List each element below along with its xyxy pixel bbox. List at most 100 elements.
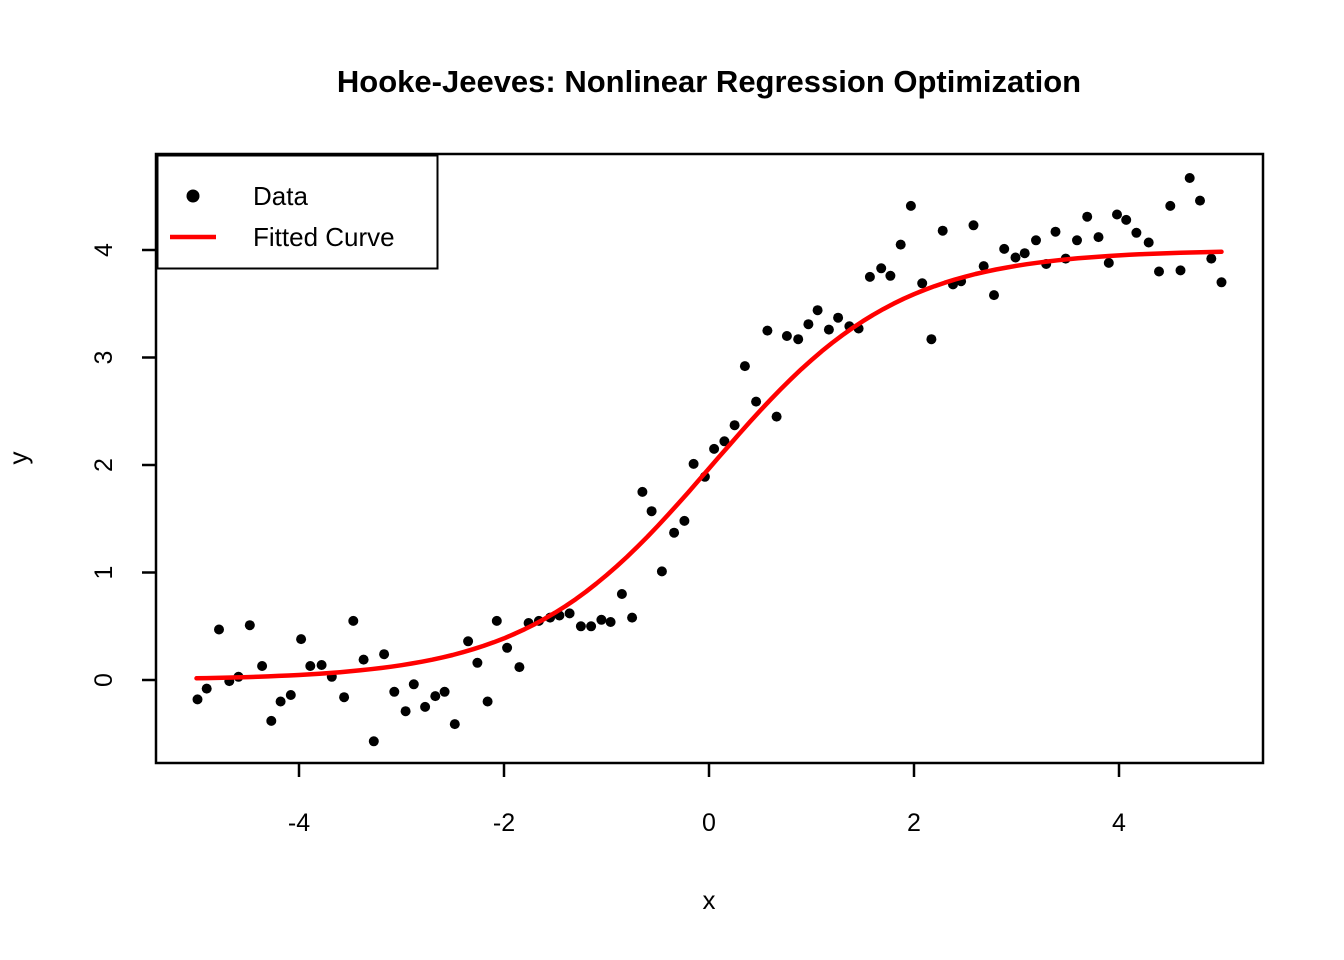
x-tick-label: 0 [702, 809, 716, 837]
data-point [709, 443, 720, 454]
data-point [1031, 235, 1041, 246]
data-point [316, 660, 327, 670]
data-point [937, 225, 948, 236]
y-tick-label: 2 [90, 458, 118, 472]
data-point [482, 696, 493, 707]
data-point [192, 694, 203, 705]
data-point [389, 686, 400, 697]
data-point [739, 361, 750, 372]
data-point [1121, 214, 1132, 225]
legend-point-marker [186, 189, 200, 203]
y-tick-label: 3 [90, 351, 118, 365]
data-point [926, 334, 937, 345]
data-point [793, 334, 804, 345]
y-tick-label: 1 [90, 566, 118, 580]
data-point [864, 271, 875, 282]
data-point [339, 692, 350, 703]
data-point [1010, 252, 1021, 263]
data-point [1103, 257, 1114, 268]
data-point [400, 706, 411, 717]
data-point [368, 736, 379, 747]
data-point [989, 290, 999, 301]
legend-label-data: Data [253, 181, 308, 211]
data-point [605, 617, 616, 627]
legend-label-fitted-curve: Fitted Curve [253, 222, 395, 252]
data-point [1175, 265, 1186, 276]
data-point [999, 243, 1010, 254]
data-point [514, 662, 525, 673]
data-point [463, 636, 474, 647]
data-point [1206, 253, 1217, 264]
y-tick-label: 0 [90, 673, 118, 687]
legend-box [156, 154, 439, 270]
data-point [688, 458, 699, 469]
x-tick-label: -4 [288, 809, 310, 837]
y-tick-label: 4 [90, 243, 118, 257]
fitted-curve-group [194, 249, 1224, 681]
data-point [729, 420, 740, 431]
data-point [771, 411, 782, 422]
data-point [1082, 211, 1093, 222]
data-point [1195, 195, 1205, 206]
data-point [379, 649, 390, 660]
data-point [917, 278, 928, 289]
data-point [1019, 248, 1030, 259]
x-tick-label: 4 [1112, 809, 1126, 837]
data-point [266, 715, 277, 726]
data-point [616, 589, 627, 599]
data-point [812, 305, 823, 316]
data-point [656, 566, 667, 577]
data-point [905, 200, 916, 211]
data-point [439, 686, 450, 697]
data-point [408, 679, 419, 690]
data-point [669, 527, 680, 538]
x-tick-label: -2 [493, 809, 515, 837]
x-tick-label: 2 [907, 809, 921, 837]
data-point [646, 506, 657, 517]
data-point [449, 719, 460, 730]
chart-title: Hooke-Jeeves: Nonlinear Regression Optim… [337, 64, 1081, 99]
data-point [1143, 237, 1154, 248]
data-point [637, 486, 648, 497]
data-point [575, 621, 586, 632]
data-point [1184, 173, 1195, 183]
data-point [305, 661, 316, 671]
data-point [679, 515, 690, 526]
data-point [285, 690, 296, 700]
data-point [895, 239, 906, 250]
data-point [596, 614, 607, 625]
data-point [257, 661, 268, 671]
x-axis-label: x [703, 885, 716, 915]
data-point [1050, 226, 1061, 237]
data-point [1216, 277, 1227, 288]
data-point [214, 624, 224, 635]
data-point [275, 696, 286, 707]
data-point [1112, 209, 1122, 220]
data-point [1165, 200, 1176, 211]
data-point [751, 396, 762, 407]
data-point [358, 654, 369, 665]
data-point [978, 261, 989, 272]
data-point [586, 621, 597, 632]
data-point [803, 319, 814, 330]
data-point [968, 220, 979, 231]
y-axis-ticks: 0 1 2 3 4 [90, 243, 156, 687]
data-point [201, 683, 212, 694]
data-point [1131, 227, 1142, 238]
data-point [472, 657, 483, 668]
data-point [296, 634, 307, 645]
data-point [244, 620, 255, 631]
data-point [1093, 232, 1104, 243]
data-point [885, 270, 896, 281]
data-point [781, 331, 792, 341]
data-point [1154, 266, 1164, 277]
data-point [564, 608, 575, 619]
x-axis-ticks: -4 -2 0 2 4 [288, 763, 1126, 837]
data-point [1072, 235, 1082, 246]
data-point [833, 312, 844, 323]
legend: Data Fitted Curve [156, 154, 439, 270]
data-point [348, 615, 359, 626]
fitted-curve-line [194, 249, 1224, 681]
